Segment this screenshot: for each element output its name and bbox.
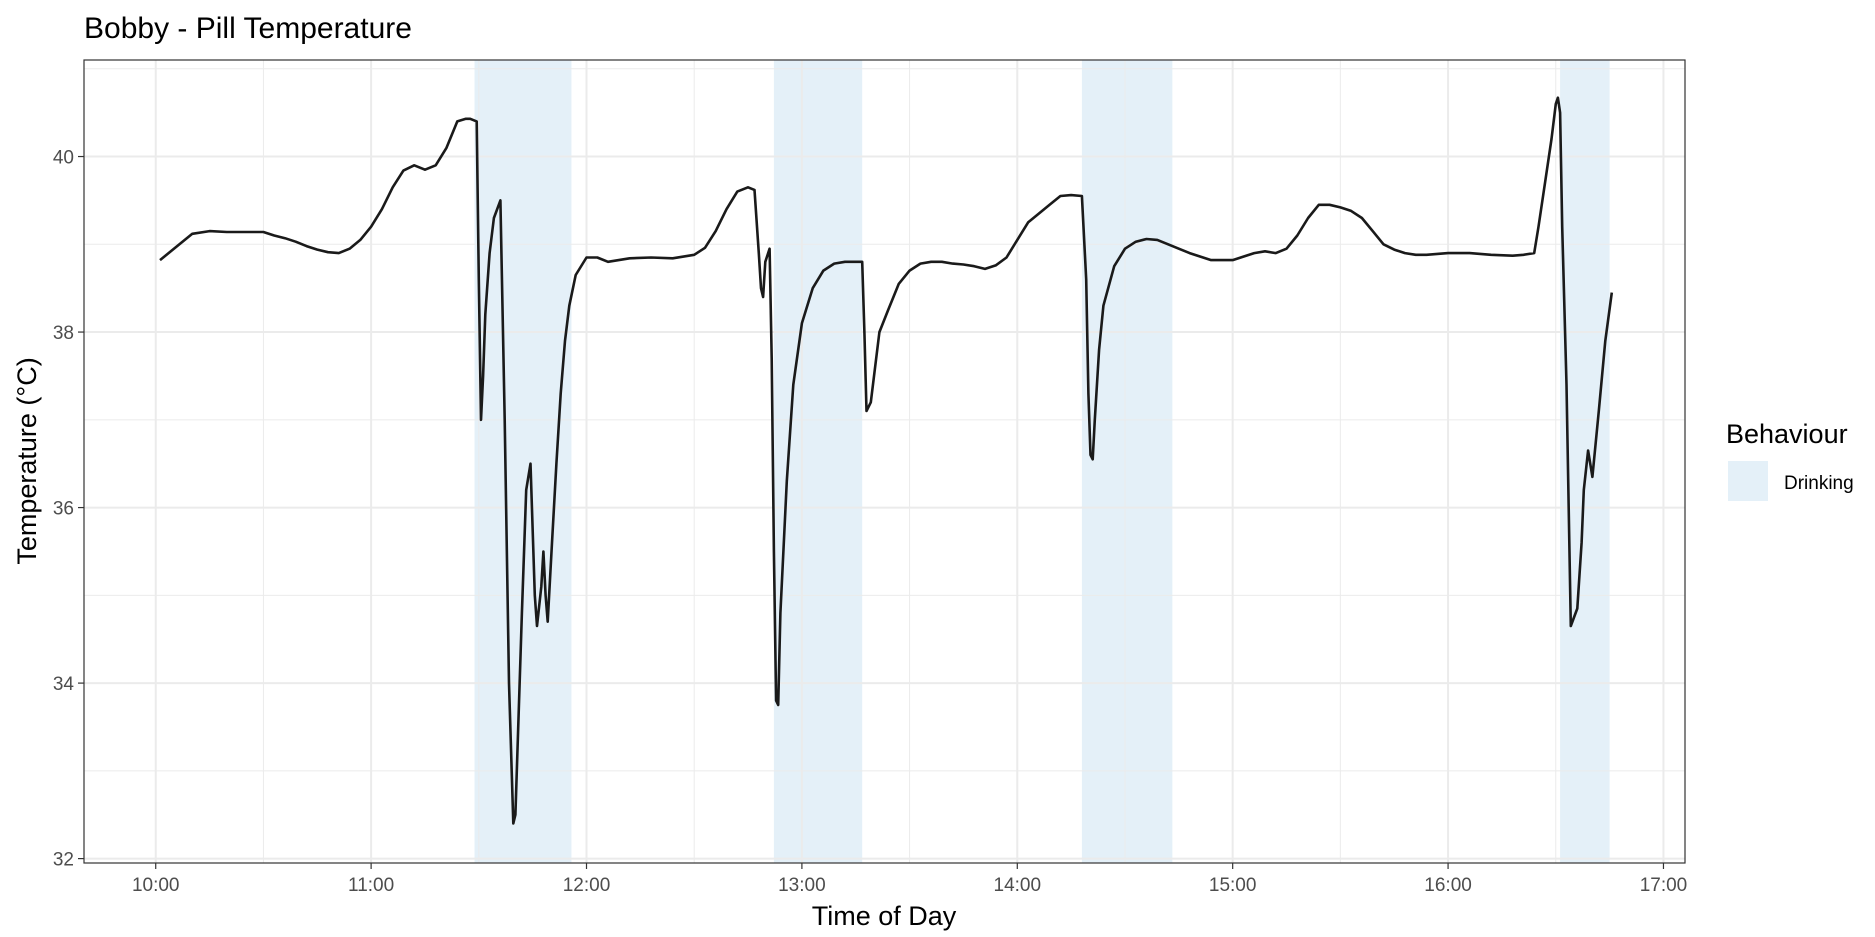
temperature-series <box>159 96 1614 825</box>
y-tick-label: 32 <box>53 850 74 871</box>
y-tick-label: 40 <box>53 148 74 169</box>
legend-label-drinking: Drinking <box>1784 473 1854 494</box>
x-tick-label: 15:00 <box>1209 875 1257 896</box>
legend-key-drinking <box>1728 461 1768 501</box>
x-tick-label: 13:00 <box>778 875 826 896</box>
y-tick-label: 34 <box>53 674 75 695</box>
panel-border <box>83 59 1686 864</box>
x-tick-label: 17:00 <box>1640 875 1688 896</box>
x-tick-label: 11:00 <box>348 875 394 896</box>
drinking-bands <box>474 60 1610 863</box>
temperature-line <box>159 96 1614 825</box>
chart-title: Bobby - Pill Temperature <box>84 12 412 45</box>
y-axis-ticks: 32 34 36 38 40 <box>53 148 84 871</box>
y-axis-title: Temperature (°C) <box>12 357 42 564</box>
x-tick-label: 14:00 <box>994 875 1042 896</box>
legend: Behaviour Drinking <box>1726 419 1854 501</box>
grid-lines <box>84 60 1685 863</box>
x-axis-title: Time of Day <box>812 901 957 931</box>
y-tick-label: 36 <box>53 499 74 520</box>
x-tick-label: 16:00 <box>1424 875 1472 896</box>
x-tick-label: 12:00 <box>563 875 611 896</box>
drinking-band-3 <box>1081 60 1173 863</box>
y-tick-label: 38 <box>53 323 74 344</box>
x-axis-ticks: 10:00 11:00 12:00 13:00 14:00 15:00 16:00 17:00 <box>132 863 1687 896</box>
x-tick-label: 10:00 <box>132 875 180 896</box>
legend-title: Behaviour <box>1726 419 1848 449</box>
